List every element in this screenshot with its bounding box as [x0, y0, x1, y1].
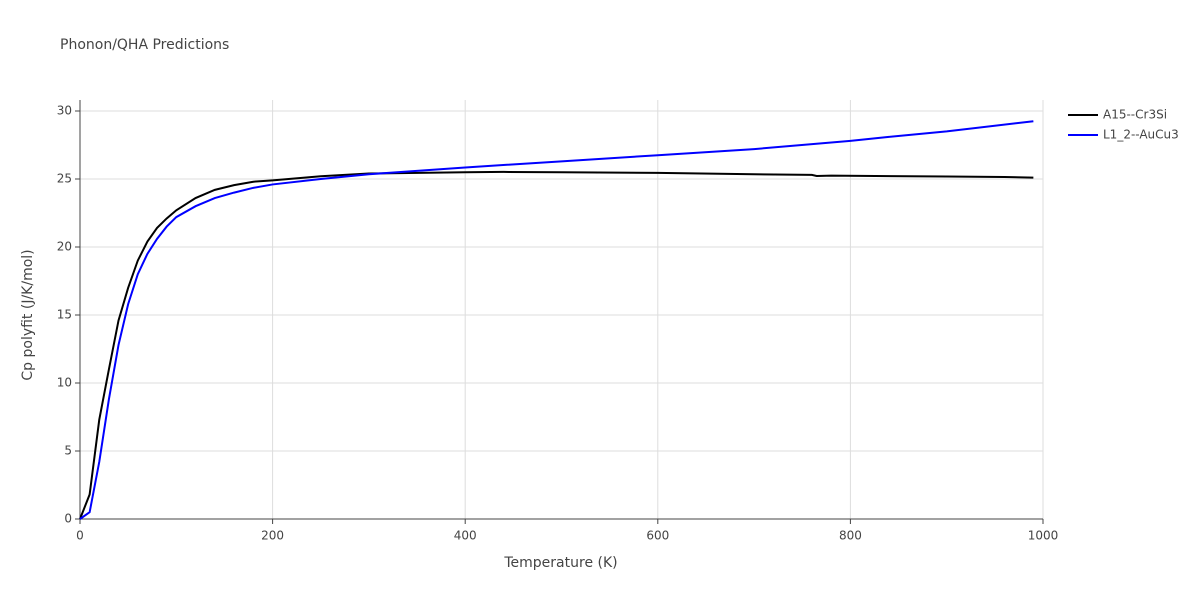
legend-label: A15--Cr3Si — [1103, 108, 1167, 122]
y-tick-label: 0 — [64, 512, 72, 526]
x-tick-label: 1000 — [1028, 529, 1059, 543]
x-axis-label: Temperature (K) — [503, 555, 617, 571]
y-tick-label: 25 — [57, 172, 72, 186]
y-tick-label: 5 — [64, 444, 72, 458]
x-tick-label: 400 — [454, 529, 477, 543]
legend-label: L1_2--AuCu3 — [1103, 128, 1179, 142]
x-tick-label: 800 — [839, 529, 862, 543]
x-tick-label: 0 — [76, 529, 84, 543]
x-tick-label: 200 — [261, 529, 284, 543]
y-tick-label: 15 — [57, 308, 72, 322]
y-tick-label: 20 — [57, 240, 72, 254]
y-tick-label: 10 — [57, 376, 72, 390]
y-axis-label: Cp polyfit (J/K/mol) — [20, 249, 36, 380]
y-tick-label: 30 — [57, 104, 72, 118]
line — [79, 170, 1034, 520]
line — [79, 120, 1034, 520]
x-tick-label: 600 — [646, 529, 669, 543]
chart-title: Phonon/QHA Predictions — [60, 37, 229, 53]
